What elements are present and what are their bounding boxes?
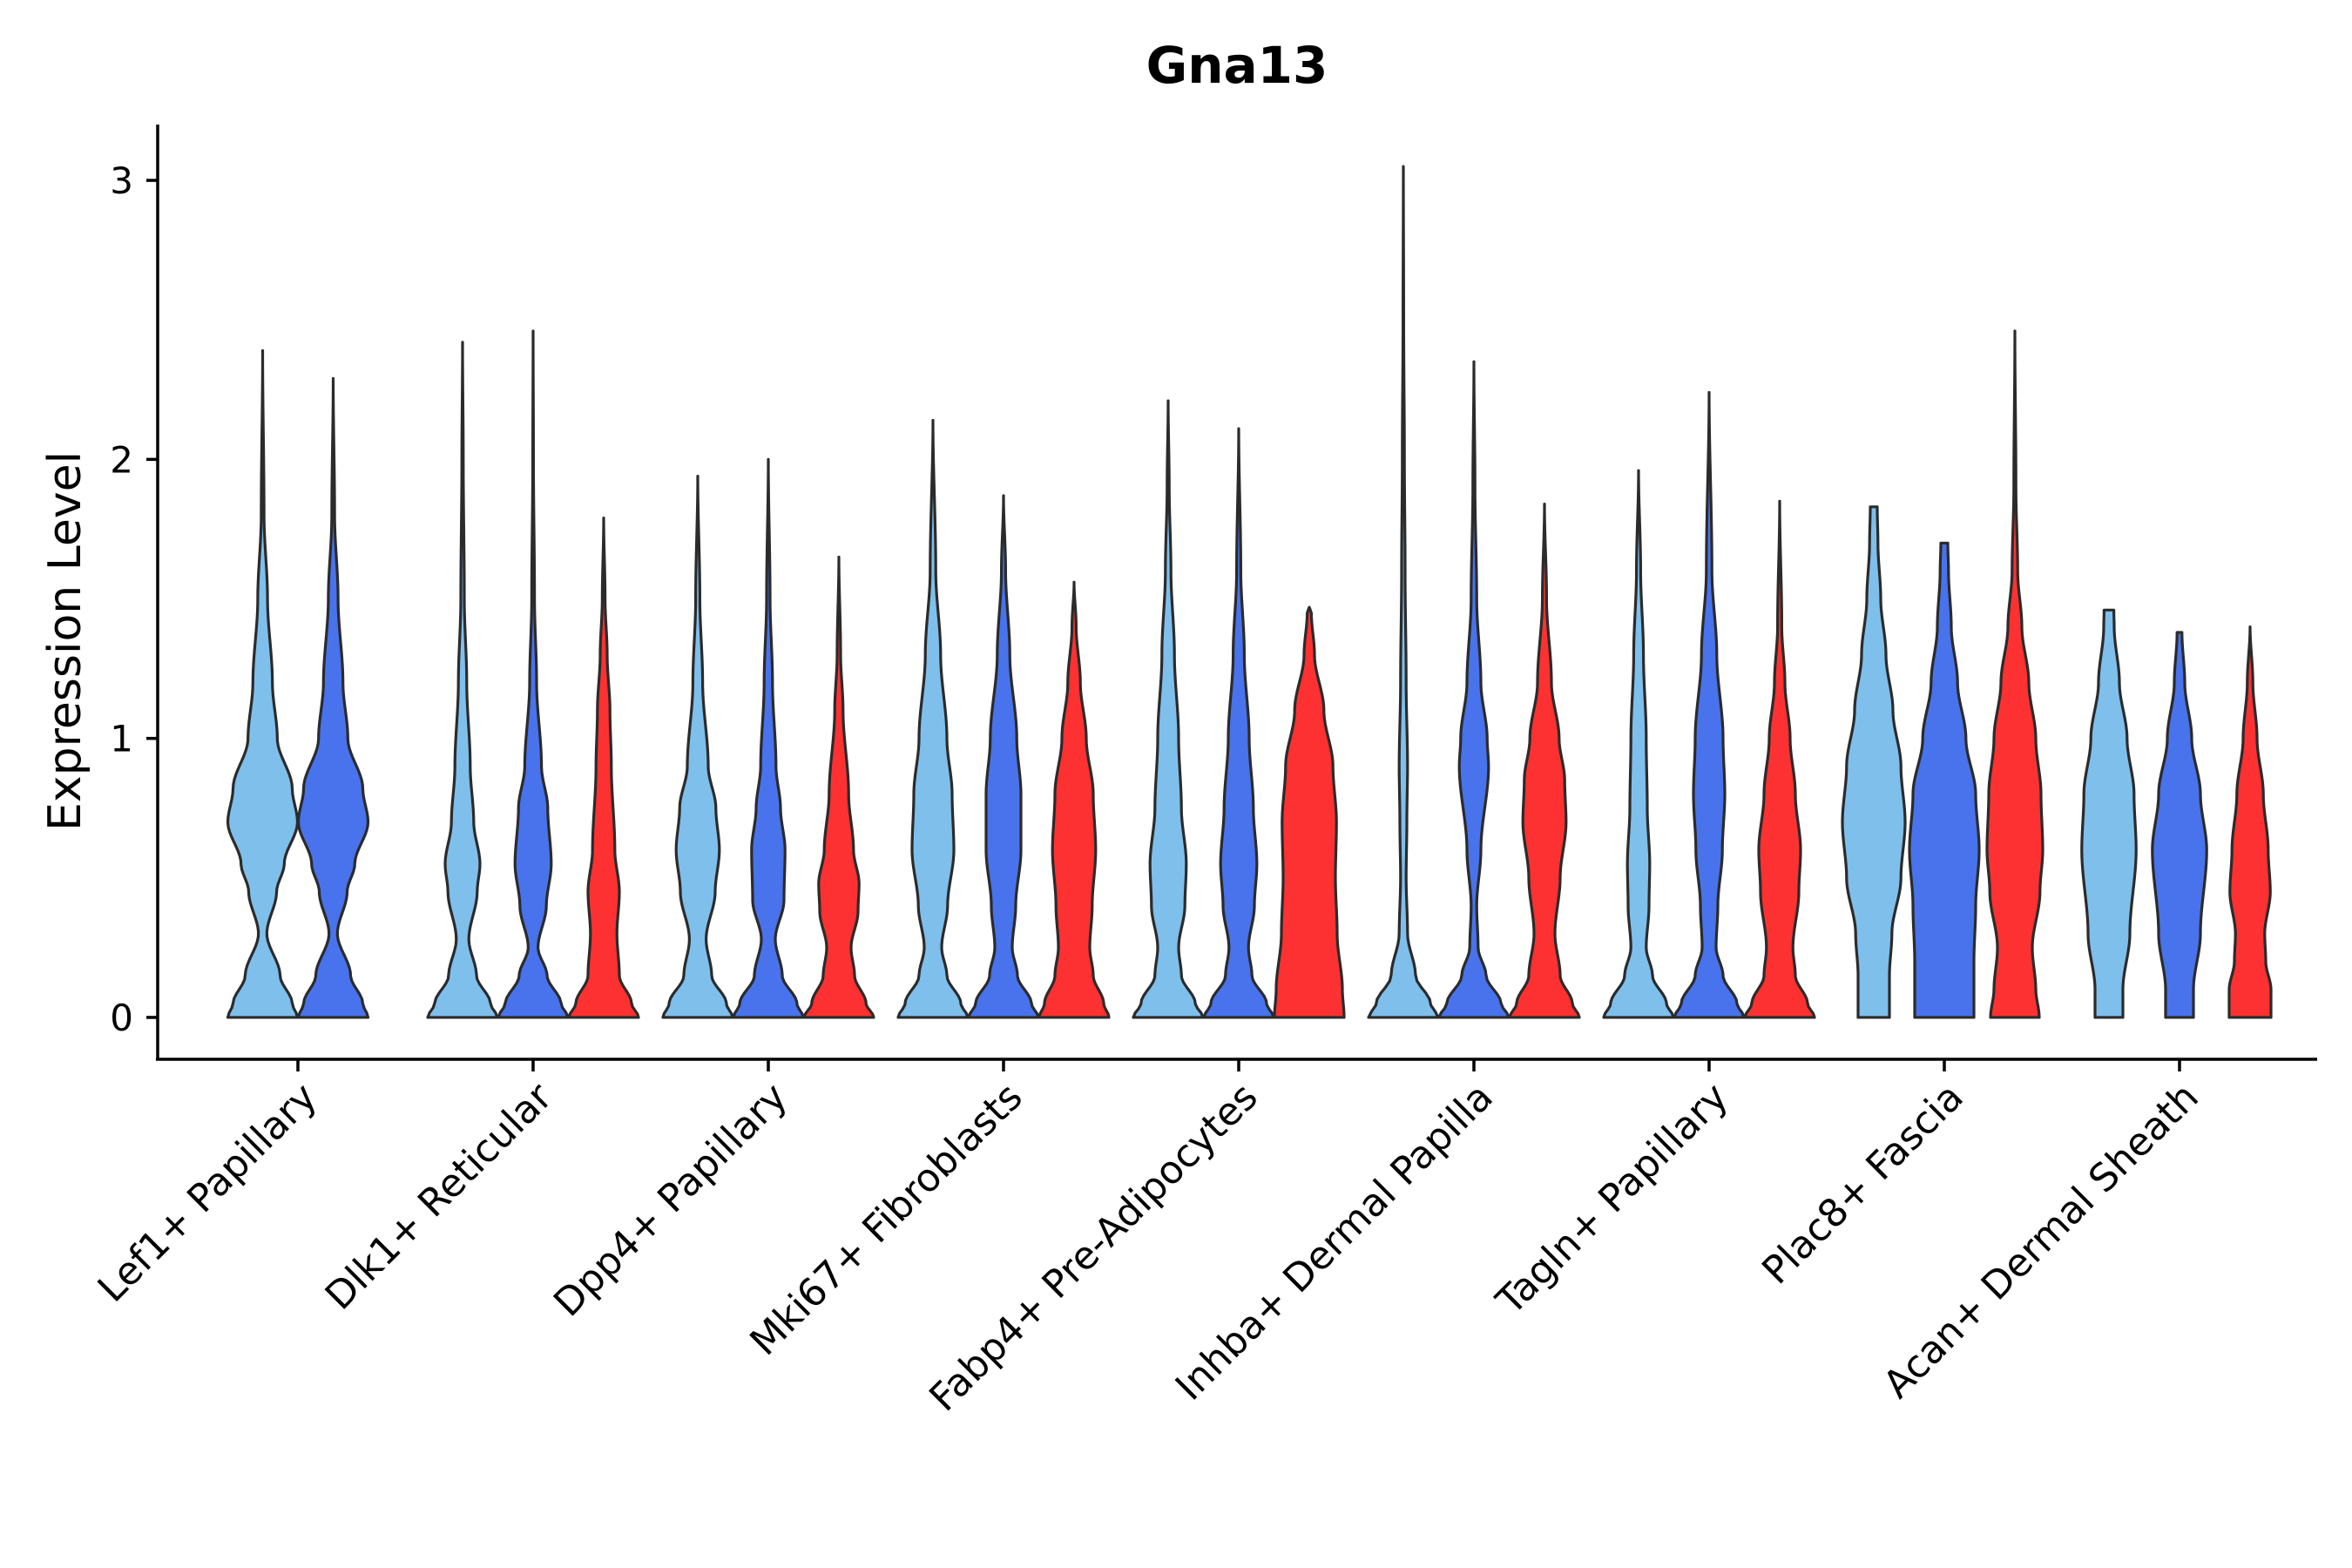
violin-light (1367, 165, 1440, 1019)
chart-title: Gna13 (1146, 36, 1328, 95)
violin-red (1743, 499, 1816, 1019)
y-tick-label: 3 (110, 159, 133, 202)
violin-light (1841, 505, 1907, 1019)
violin-mid (1908, 541, 1981, 1019)
y-tick-label: 2 (110, 438, 133, 481)
violin-light (1602, 469, 1675, 1019)
violin-mid (1202, 427, 1275, 1019)
violin-red (1273, 605, 1346, 1019)
violin-mid (967, 494, 1040, 1019)
violin-light (426, 341, 499, 1019)
violin-light (226, 348, 300, 1019)
violin-red (567, 517, 640, 1019)
violin-mid (296, 376, 370, 1019)
violin-red (2227, 625, 2273, 1019)
violin-light (1132, 399, 1205, 1019)
violin-mid (497, 329, 570, 1019)
violin-mid (1673, 390, 1746, 1019)
y-tick-label: 0 (110, 997, 133, 1039)
violin-light (661, 474, 734, 1019)
violin-red (802, 555, 875, 1019)
violin-light (2080, 608, 2138, 1019)
violin-mid (2151, 631, 2208, 1019)
violin-red (1037, 580, 1111, 1019)
violin-red (1508, 503, 1581, 1019)
violin-light (896, 418, 970, 1019)
y-axis-ticks: 0 1 2 3 (110, 159, 158, 1039)
violin-mid (1437, 360, 1511, 1019)
plot-area (226, 165, 2273, 1019)
violin-red (1985, 329, 2044, 1019)
violin-mid (732, 457, 805, 1019)
y-tick-label: 1 (110, 718, 133, 760)
y-axis-title: Expression Level (39, 451, 91, 831)
